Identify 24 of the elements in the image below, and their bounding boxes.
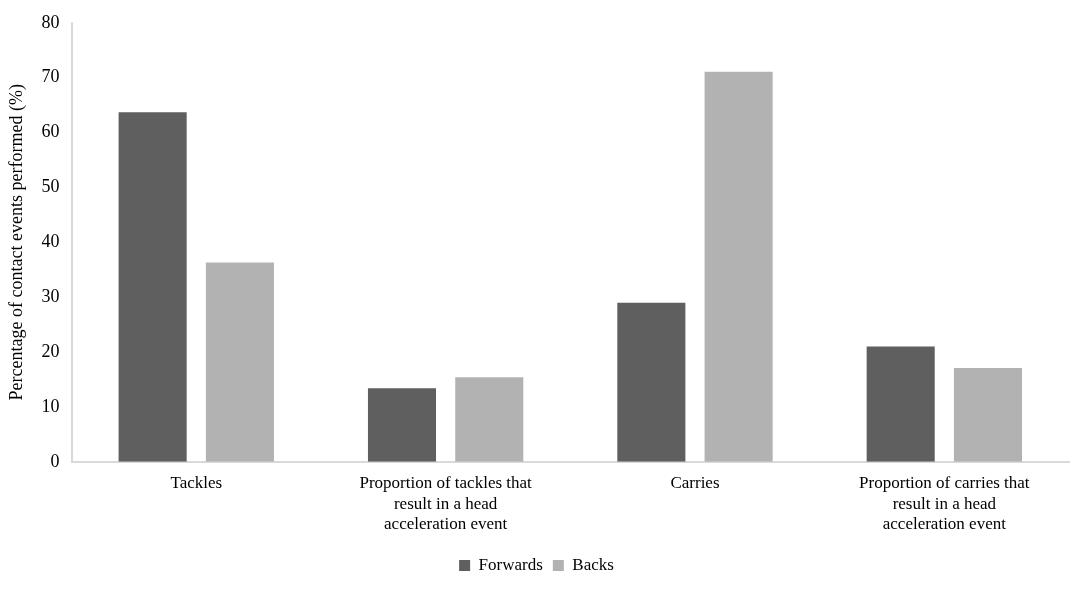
bar [455, 377, 524, 462]
y-tick-label: 0 [50, 450, 60, 471]
bar [367, 388, 437, 462]
y-tick-label: 10 [41, 395, 60, 416]
legend-label: Forwards [478, 554, 543, 574]
x-tick-label: Carries [670, 473, 720, 493]
bar [118, 112, 187, 462]
x-tick-label: Proportion of carries that result in a head acceleration event [859, 473, 1030, 534]
y-tick-label: 60 [41, 121, 60, 142]
y-tick-label: 40 [41, 231, 60, 252]
bar [704, 71, 773, 462]
y-axis-title: Percentage of contact events performed (%) [5, 84, 27, 401]
y-tick-label: 20 [41, 340, 60, 361]
x-tick-label: Tackles [170, 473, 223, 493]
bar [866, 346, 935, 462]
bar [953, 367, 1022, 462]
x-tick-label: Proportion of tackles that result in a head acceleration event [359, 473, 533, 534]
y-tick-label: 70 [41, 66, 60, 87]
bar [617, 302, 686, 462]
legend-label: Backs [572, 554, 614, 574]
y-tick-label: 50 [41, 176, 60, 197]
bar [205, 262, 274, 462]
y-tick-label: 30 [41, 285, 60, 306]
y-tick-label: 80 [41, 11, 60, 32]
